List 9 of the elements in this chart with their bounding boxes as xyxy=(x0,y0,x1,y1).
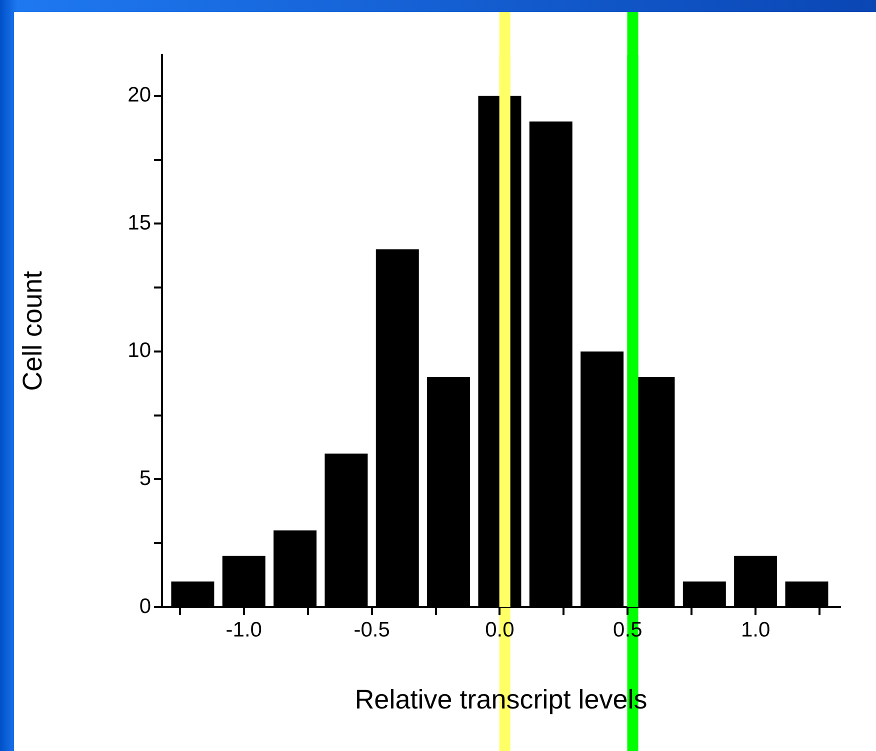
x-tick-label: -1.0 xyxy=(226,618,262,642)
y-tick-label: 10 xyxy=(128,339,151,362)
y-axis-title: Cell count xyxy=(18,270,48,392)
x-tick-label: 1.0 xyxy=(740,618,770,642)
x-tick-label: -0.5 xyxy=(354,618,390,642)
y-tick-label: 20 xyxy=(128,84,151,107)
y-tick-label: 5 xyxy=(139,467,151,490)
y-tick-label: 15 xyxy=(128,211,151,234)
y-tick-label: 0 xyxy=(139,594,151,618)
